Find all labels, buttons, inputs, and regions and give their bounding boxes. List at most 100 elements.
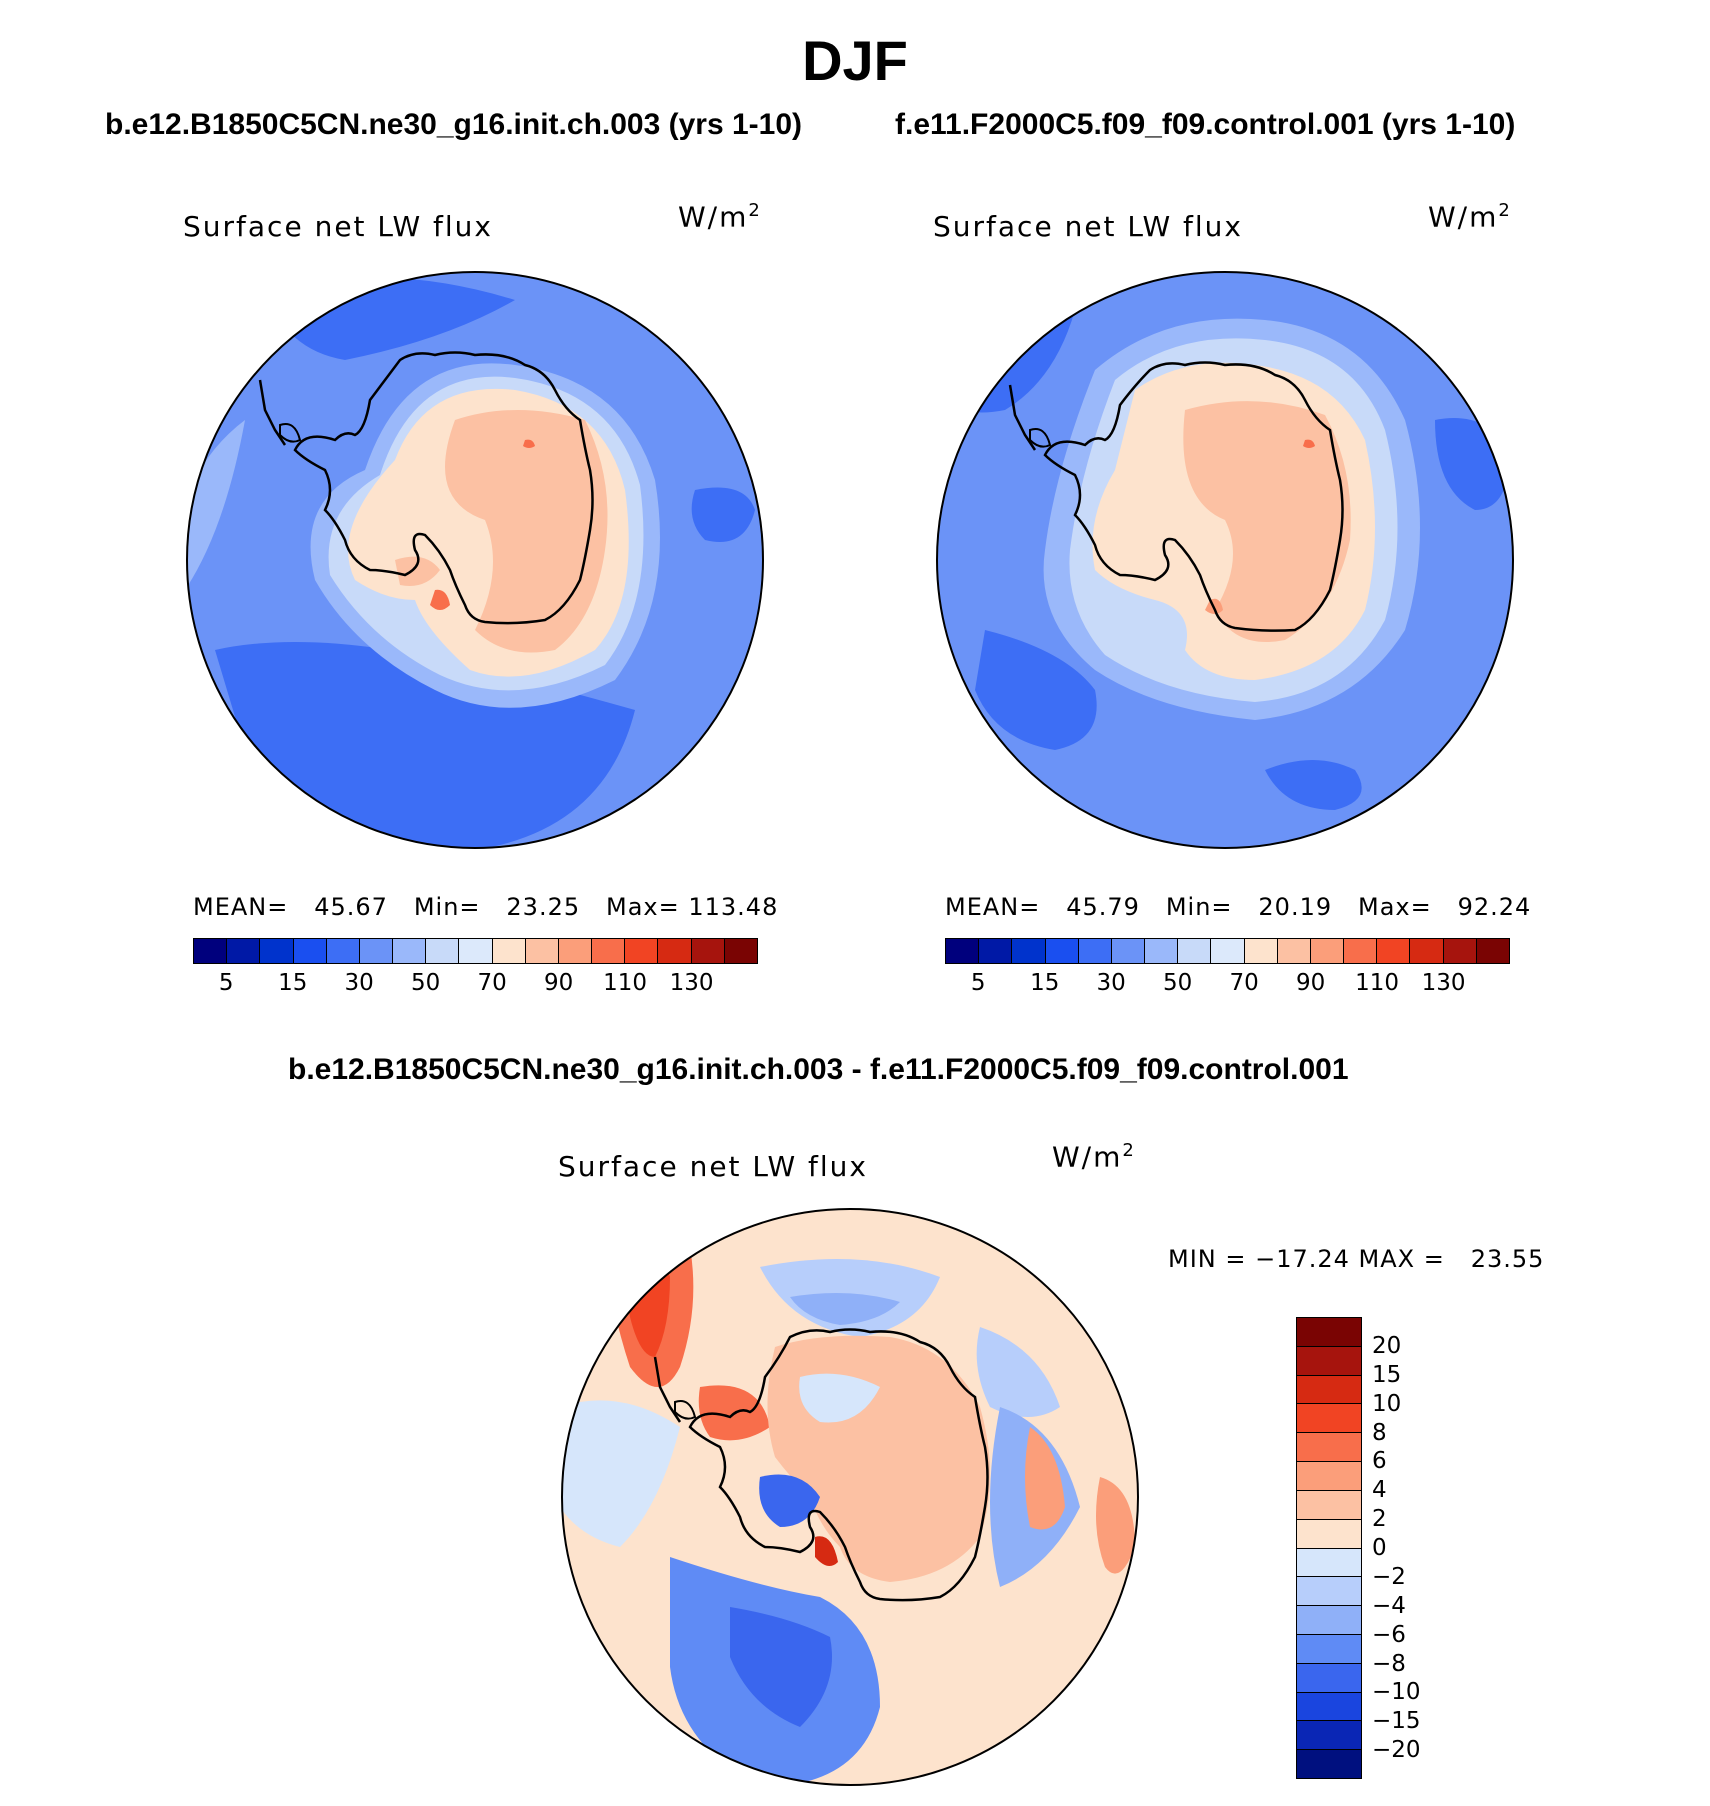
colorbar-swatch	[1297, 1404, 1361, 1434]
diff-units-label: W/m2	[1052, 1140, 1136, 1174]
diff-polar-map	[560, 1207, 1140, 1792]
peninsula-tip-coastline	[1008, 384, 1037, 451]
colorbar-tick-label: 20	[1372, 1332, 1402, 1359]
ocean-contour-low-south	[1265, 760, 1362, 810]
colorbar-swatch	[260, 939, 294, 963]
colorbar-swatch	[1111, 939, 1146, 963]
colorbar-swatch	[1178, 939, 1212, 963]
colorbar-tick-label: −6	[1372, 1621, 1406, 1648]
diff-contour-ross-pos	[815, 1536, 838, 1566]
colorbar-swatch	[946, 939, 980, 963]
continent-contour-90	[445, 410, 608, 653]
colorbar-tick-label: 4	[1372, 1477, 1387, 1504]
right-map-svg	[936, 271, 1514, 849]
colorbar-swatch	[459, 939, 493, 963]
colorbar-swatch	[1297, 1433, 1361, 1463]
colorbar-swatch	[1297, 1548, 1361, 1578]
colorbar-swatch	[1443, 939, 1477, 963]
colorbar-swatch	[1297, 1462, 1361, 1491]
map-boundary	[936, 271, 1514, 849]
right-polar-map	[935, 270, 1515, 855]
colorbar-tick-label: 5	[218, 970, 234, 996]
right-stats: MEAN= 45.79 Min= 20.19 Max= 92.24	[945, 893, 1532, 921]
colorbar-tick-label: −8	[1372, 1650, 1406, 1677]
hotspot-contour-interior	[1303, 439, 1315, 448]
colorbar-swatch	[691, 939, 725, 963]
colorbar-swatch	[1297, 1375, 1361, 1405]
hotspot-contour	[430, 589, 450, 610]
right-colorbar	[945, 938, 1510, 964]
figure-title: DJF	[802, 29, 908, 92]
diff-contour-continent-neg	[799, 1373, 880, 1423]
map-boundary	[186, 271, 764, 849]
colorbar-swatch	[393, 939, 427, 963]
left-stats: MEAN= 45.67 Min= 23.25 Max= 113.48	[193, 893, 779, 921]
colorbar-swatch	[1012, 939, 1046, 963]
colorbar-swatch	[658, 939, 692, 963]
continent-contour-90	[1183, 401, 1351, 642]
diff-contour-neg-northeast	[976, 1327, 1060, 1417]
left-map-svg	[186, 271, 764, 849]
left-variable-label: Surface net LW flux	[183, 210, 493, 243]
peninsula-coastline	[1029, 428, 1052, 448]
ocean-contour-low-southwest	[975, 630, 1097, 750]
right-case-title: f.e11.F2000C5.f09_f09.control.001 (yrs 1…	[895, 108, 1516, 141]
ocean-contour-mid-west	[187, 420, 245, 590]
left-colorbar	[193, 938, 758, 964]
diff-colorbar	[1296, 1317, 1362, 1779]
colorbar-tick-label: 10	[1372, 1390, 1402, 1417]
ocean-contour-low-east	[691, 487, 755, 542]
colorbar-swatch	[558, 939, 593, 963]
colorbar-tick-label: 130	[669, 970, 714, 996]
colorbar-swatch	[1297, 1346, 1361, 1376]
colorbar-swatch	[1476, 939, 1509, 963]
colorbar-swatch	[1078, 939, 1112, 963]
colorbar-swatch	[1297, 1750, 1361, 1778]
colorbar-tick-label: −10	[1372, 1679, 1421, 1706]
colorbar-swatch	[1297, 1519, 1361, 1549]
right-units-label: W/m2	[1428, 200, 1512, 234]
colorbar-tick-label: −20	[1372, 1737, 1421, 1764]
diff-contour-neg-west	[562, 1400, 680, 1547]
colorbar-swatch	[1410, 939, 1444, 963]
diff-case-title: b.e12.B1850C5CN.ne30_g16.init.ch.003 - f…	[288, 1053, 1349, 1086]
colorbar-tick-label: 70	[477, 970, 507, 996]
diff-contour-pos-far-east	[1096, 1477, 1135, 1574]
colorbar-tick-label: 130	[1421, 970, 1466, 996]
colorbar-tick-label: 6	[1372, 1448, 1387, 1475]
diff-variable-label: Surface net LW flux	[558, 1150, 868, 1183]
colorbar-swatch	[525, 939, 559, 963]
colorbar-tick-label: 70	[1229, 970, 1259, 996]
continent-contour-90-peninsula	[395, 556, 440, 586]
colorbar-swatch	[426, 939, 460, 963]
colorbar-tick-label: 5	[970, 970, 986, 996]
colorbar-tick-label: 0	[1372, 1535, 1387, 1561]
colorbar-swatch	[1310, 939, 1345, 963]
colorbar-tick-label: −15	[1372, 1708, 1421, 1735]
colorbar-swatch	[1244, 939, 1278, 963]
left-units-label: W/m2	[678, 200, 762, 234]
diff-map-svg	[561, 1208, 1139, 1786]
colorbar-tick-label: 110	[1355, 970, 1399, 996]
colorbar-swatch	[625, 939, 659, 963]
colorbar-tick-label: −4	[1372, 1592, 1406, 1619]
colorbar-tick-label: 15	[1030, 970, 1060, 996]
colorbar-swatch	[492, 939, 526, 963]
colorbar-swatch	[1297, 1663, 1361, 1693]
colorbar-swatch	[979, 939, 1013, 963]
colorbar-swatch	[326, 939, 360, 963]
colorbar-tick-label: 15	[1372, 1361, 1402, 1388]
colorbar-swatch	[592, 939, 626, 963]
colorbar-swatch	[227, 939, 261, 963]
peninsula-coastline	[279, 423, 302, 443]
colorbar-swatch	[1377, 939, 1411, 963]
antarctica-coastline	[1043, 361, 1344, 632]
antarctica-coastline	[688, 1328, 989, 1602]
colorbar-swatch	[1297, 1490, 1361, 1520]
colorbar-swatch	[293, 939, 327, 963]
colorbar-tick-label: 50	[411, 970, 441, 996]
colorbar-swatch	[359, 939, 394, 963]
colorbar-tick-label: 8	[1372, 1419, 1387, 1446]
peninsula-tip-coastline	[258, 379, 287, 446]
diff-contour-neg-south-core	[730, 1607, 832, 1727]
